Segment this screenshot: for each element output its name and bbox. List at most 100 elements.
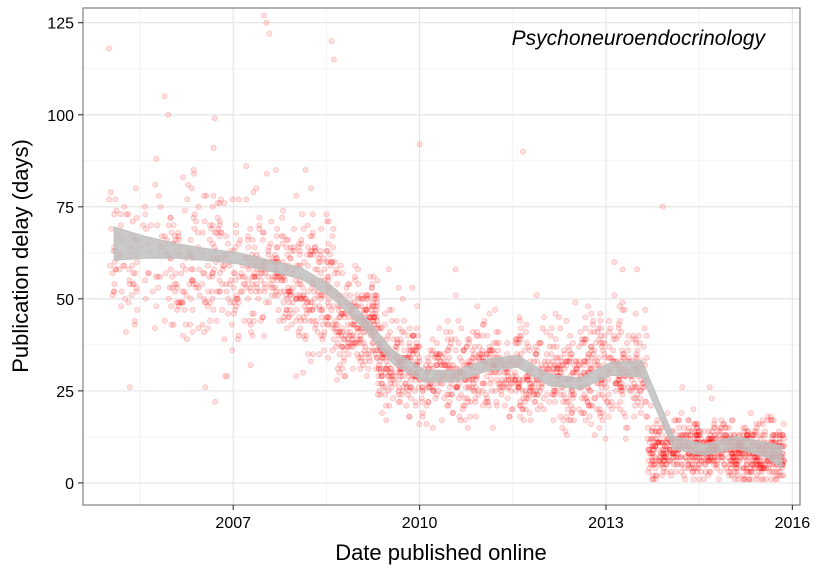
data-point — [301, 303, 308, 310]
data-point — [466, 413, 473, 420]
data-point — [329, 321, 336, 328]
data-point — [397, 369, 404, 376]
data-point — [720, 420, 727, 427]
data-point — [245, 277, 252, 284]
data-point — [530, 387, 537, 394]
data-point — [410, 351, 417, 358]
data-point — [286, 288, 293, 295]
data-point — [235, 240, 242, 247]
data-point — [317, 295, 324, 302]
data-point — [285, 299, 292, 306]
data-point — [625, 332, 632, 339]
data-point — [590, 351, 597, 358]
data-point — [416, 358, 423, 365]
data-point — [273, 233, 280, 240]
data-point — [495, 380, 502, 387]
data-point — [436, 351, 443, 358]
data-point — [378, 373, 385, 380]
data-point — [346, 328, 353, 335]
data-point — [407, 384, 414, 391]
data-point — [523, 395, 530, 402]
data-point — [153, 303, 160, 310]
data-point — [374, 303, 381, 310]
data-point — [747, 409, 754, 416]
data-point — [495, 339, 502, 346]
data-point — [399, 295, 406, 302]
data-point — [581, 358, 588, 365]
data-point — [123, 211, 130, 218]
data-point — [316, 303, 323, 310]
data-point — [482, 391, 489, 398]
data-point — [453, 384, 460, 391]
data-point — [600, 347, 607, 354]
data-point — [268, 292, 275, 299]
data-point — [587, 365, 594, 372]
data-point — [693, 468, 700, 475]
data-point — [327, 262, 334, 269]
data-point — [464, 336, 471, 343]
data-point — [209, 288, 216, 295]
data-point — [306, 306, 313, 313]
data-point — [113, 207, 120, 214]
data-point — [307, 251, 314, 258]
data-point — [166, 284, 173, 291]
data-point — [502, 376, 509, 383]
data-point — [555, 365, 562, 372]
data-point — [560, 417, 567, 424]
data-point — [330, 303, 337, 310]
data-point — [530, 358, 537, 365]
data-point — [543, 328, 550, 335]
data-point — [558, 362, 565, 369]
data-point — [238, 270, 245, 277]
data-point — [664, 409, 671, 416]
data-point — [615, 321, 622, 328]
data-point — [486, 343, 493, 350]
data-point — [527, 347, 534, 354]
data-point — [325, 277, 332, 284]
data-point — [354, 295, 361, 302]
data-point — [642, 306, 649, 313]
data-point — [448, 336, 455, 343]
data-point — [184, 181, 191, 188]
data-point — [379, 354, 386, 361]
data-point — [307, 247, 314, 254]
data-point — [126, 281, 133, 288]
data-point — [284, 236, 291, 243]
data-point — [334, 270, 341, 277]
data-point — [297, 325, 304, 332]
data-point — [594, 328, 601, 335]
data-point — [532, 387, 539, 394]
data-point — [625, 384, 632, 391]
data-point — [479, 347, 486, 354]
data-point — [470, 380, 477, 387]
data-point — [520, 417, 527, 424]
data-point — [292, 277, 299, 284]
data-point — [409, 332, 416, 339]
data-point — [321, 328, 328, 335]
data-point — [483, 373, 490, 380]
data-point — [573, 369, 580, 376]
data-point — [634, 398, 641, 405]
data-point — [279, 240, 286, 247]
data-point — [262, 299, 269, 306]
data-point — [383, 365, 390, 372]
data-point — [329, 258, 336, 265]
data-point — [469, 376, 476, 383]
data-point — [175, 303, 182, 310]
data-point — [296, 332, 303, 339]
data-point — [370, 303, 377, 310]
data-point — [619, 266, 626, 273]
data-point — [616, 380, 623, 387]
data-point — [158, 233, 165, 240]
y-tick-label-0: 0 — [65, 476, 74, 493]
data-point — [507, 387, 514, 394]
data-point — [336, 351, 343, 358]
data-point — [172, 288, 179, 295]
data-point — [486, 347, 493, 354]
data-point — [557, 391, 564, 398]
data-point — [615, 332, 622, 339]
data-point — [543, 351, 550, 358]
data-point — [368, 284, 375, 291]
data-point — [615, 376, 622, 383]
data-point — [112, 196, 119, 203]
